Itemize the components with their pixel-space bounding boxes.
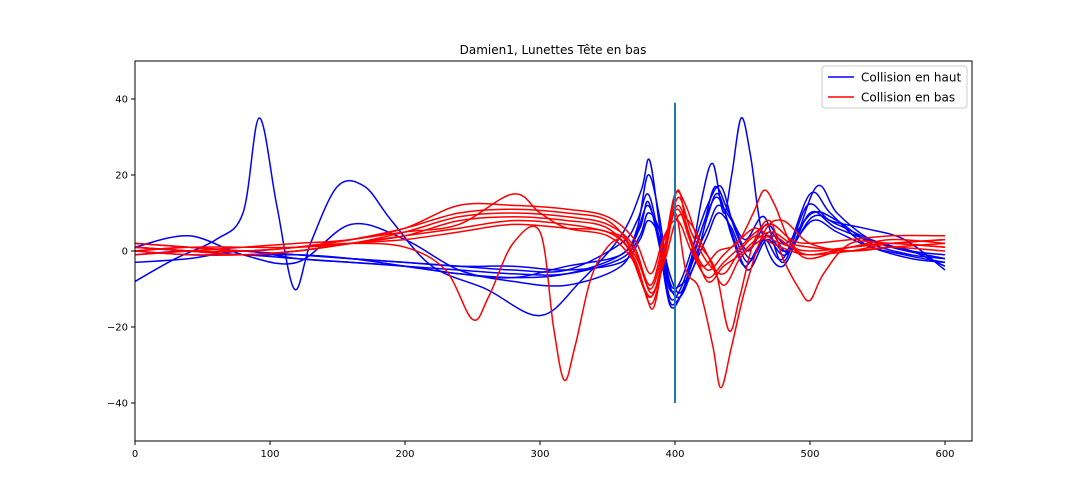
chart-legend: Collision en haut Collision en bas — [821, 65, 968, 109]
series-line-bas-12 — [135, 202, 946, 279]
series-line-haut-6 — [135, 196, 946, 309]
x-tick-label: 0 — [132, 449, 138, 460]
legend-label: Collision en bas — [861, 91, 955, 105]
series-line-bas-7 — [135, 212, 946, 389]
y-tick-label: 20 — [115, 171, 128, 182]
y-tick-label: 0 — [122, 247, 128, 258]
axes-layer: 0 100 200 300 400 500 600 −40 −20 0 20 40 — [107, 60, 973, 460]
x-tick-label: 300 — [530, 449, 549, 460]
legend-label: Collision en haut — [861, 71, 961, 85]
x-tick-label: 200 — [395, 449, 414, 460]
series-line-haut-5 — [135, 212, 946, 299]
x-tick-label: 600 — [935, 449, 954, 460]
y-tick-label: −40 — [107, 399, 128, 410]
series-line-haut-3 — [135, 185, 946, 301]
series-line-haut-4 — [135, 204, 946, 294]
chart-title: Damien1, Lunettes Tête en bas — [460, 43, 647, 57]
series-line-bas-8 — [135, 190, 946, 382]
y-tick-label: 40 — [115, 95, 128, 106]
series-line-haut-0 — [135, 117, 946, 317]
x-tick-label: 400 — [665, 449, 684, 460]
series-layer — [135, 117, 946, 389]
x-tick-label: 500 — [800, 449, 819, 460]
legend-box — [821, 65, 968, 109]
series-line-bas-14 — [135, 212, 946, 294]
x-tick-label: 100 — [260, 449, 279, 460]
y-tick-label: −20 — [107, 323, 128, 334]
series-line-haut-2 — [135, 184, 946, 293]
